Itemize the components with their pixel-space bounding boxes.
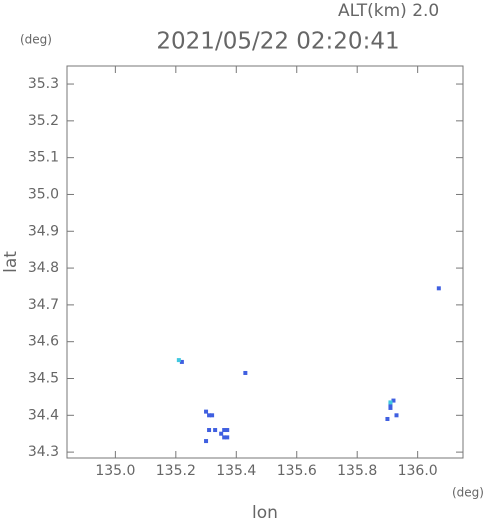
radar-echo — [225, 435, 230, 440]
radar-echo — [210, 413, 215, 418]
radar-echo — [222, 428, 227, 433]
x-tick-label: 135.8 — [337, 463, 377, 479]
radar-echo — [204, 409, 209, 414]
chart-subtitle: ALT(km) 2.0 — [338, 1, 439, 21]
radar-echo — [394, 413, 399, 418]
radar-echo — [176, 358, 181, 363]
y-tick-label: 35.2 — [28, 113, 59, 129]
radar-echo — [179, 359, 184, 364]
x-tick-label: 135.4 — [216, 463, 256, 479]
y-tick-label: 34.7 — [28, 297, 59, 313]
radar-echo — [222, 435, 227, 440]
x-tick-label: 135.0 — [95, 463, 135, 479]
y-axis-label: lat — [1, 251, 21, 273]
x-tick-label: 135.2 — [156, 463, 196, 479]
radar-echo — [388, 400, 393, 405]
y-tick-label: 34.3 — [28, 444, 59, 460]
y-tick-label: 34.4 — [28, 407, 59, 423]
x-axis-label: lon — [252, 503, 278, 521]
y-tick-label: 34.6 — [28, 334, 59, 350]
y-tick-label: 34.5 — [28, 370, 59, 386]
radar-echo — [213, 428, 218, 433]
y-tick-label: 35.3 — [28, 76, 59, 92]
x-tick-label: 136.0 — [398, 463, 438, 479]
radar-echo — [388, 405, 393, 410]
radar-echo — [243, 370, 248, 375]
y-unit: (deg) — [20, 33, 52, 47]
radar-echo — [385, 416, 390, 421]
plot-frame — [66, 65, 464, 459]
radar-echo — [225, 428, 230, 433]
y-tick-label: 35.0 — [28, 186, 59, 202]
x-tick-label: 135.6 — [277, 463, 317, 479]
radar-echo — [391, 398, 396, 403]
radar-echo — [207, 428, 212, 433]
x-unit: (deg) — [452, 486, 484, 500]
y-tick-label: 34.8 — [28, 260, 59, 276]
y-tick-label: 34.9 — [28, 223, 59, 239]
y-tick-label: 35.1 — [28, 150, 59, 166]
radar-echo — [436, 286, 441, 291]
radar-echo — [207, 413, 212, 418]
chart-title: 2021/05/22 02:20:41 — [156, 29, 399, 55]
radar-echo — [219, 431, 224, 436]
radar-echo — [204, 439, 209, 444]
